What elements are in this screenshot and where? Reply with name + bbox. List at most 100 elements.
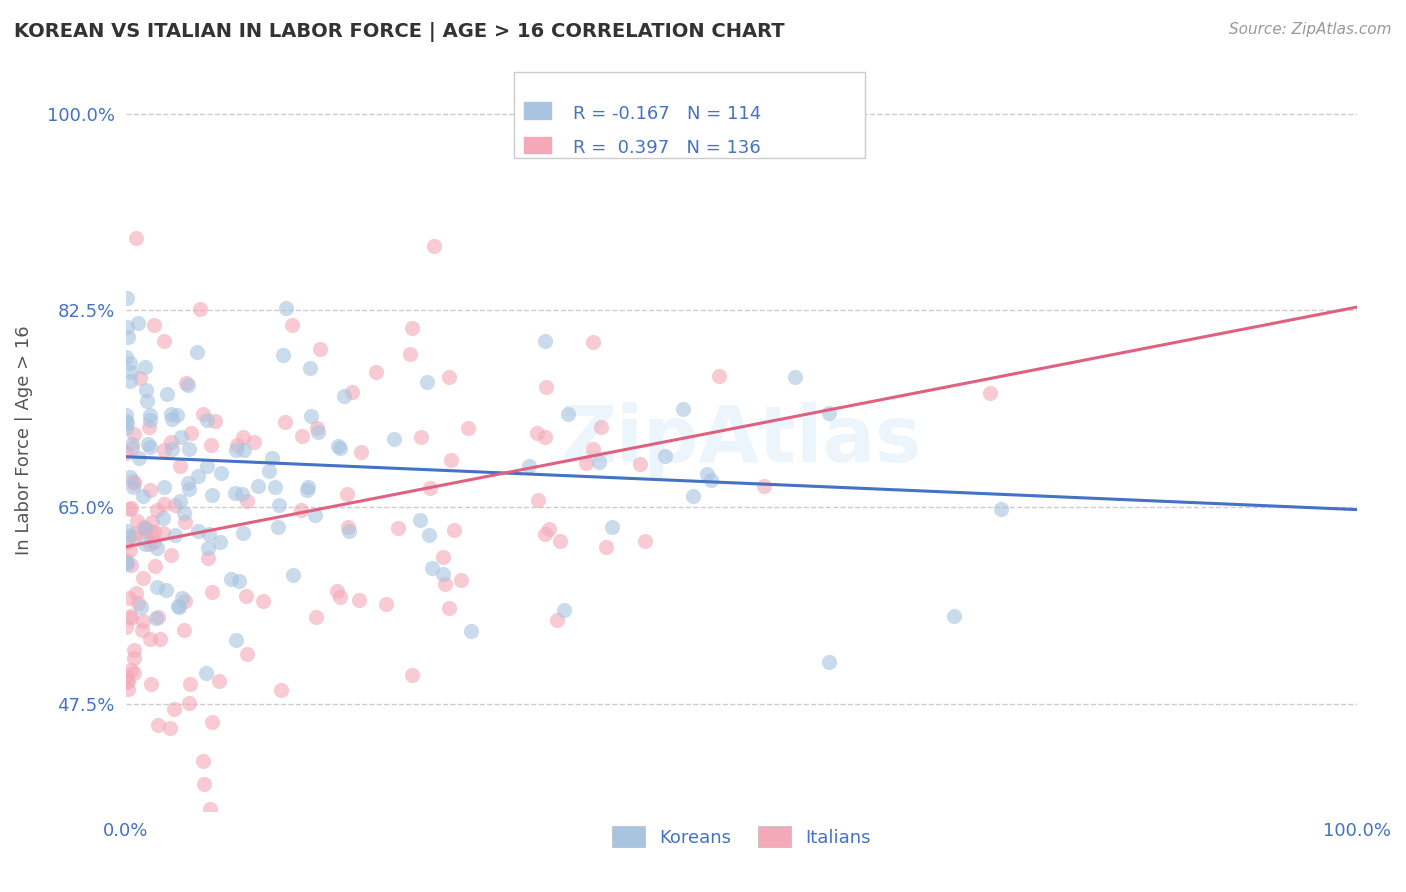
Point: [129, 370, 152, 384]
Point: [122, 475, 145, 490]
Point: [139, 537, 162, 551]
Point: [460, 624, 482, 638]
Point: [122, 650, 145, 665]
Point: [600, 520, 623, 534]
Point: [225, 443, 247, 458]
Point: [672, 401, 695, 416]
Point: [231, 487, 253, 501]
Point: [155, 583, 177, 598]
Point: [172, 591, 194, 606]
Point: [129, 599, 152, 614]
Point: [401, 321, 423, 335]
Point: [208, 534, 231, 549]
Point: [152, 526, 174, 541]
Point: [195, 413, 218, 427]
Point: [134, 521, 156, 535]
Point: [120, 364, 142, 378]
Point: [943, 609, 966, 624]
Point: [259, 464, 281, 478]
Point: [132, 489, 155, 503]
Point: [115, 421, 138, 435]
Point: [517, 458, 540, 473]
Point: [115, 555, 138, 569]
Point: [191, 407, 214, 421]
Point: [173, 624, 195, 638]
Point: [169, 458, 191, 473]
Point: [224, 486, 246, 500]
Point: [134, 524, 156, 539]
Point: [152, 443, 174, 458]
Point: [146, 503, 169, 517]
Point: [163, 702, 186, 716]
FancyBboxPatch shape: [513, 72, 865, 158]
Point: [432, 566, 454, 581]
Point: [209, 466, 232, 480]
Point: [225, 438, 247, 452]
Point: [122, 427, 145, 442]
Text: R = -0.167   N = 114: R = -0.167 N = 114: [572, 104, 761, 123]
Point: [122, 474, 145, 488]
Point: [291, 429, 314, 443]
Bar: [523, 103, 551, 119]
Point: [201, 585, 224, 599]
Point: [142, 534, 165, 549]
Point: [457, 420, 479, 434]
Point: [122, 527, 145, 541]
Point: [979, 386, 1001, 401]
Point: [270, 682, 292, 697]
Point: [131, 570, 153, 584]
Point: [115, 416, 138, 430]
Point: [232, 430, 254, 444]
Point: [228, 574, 250, 589]
Point: [423, 239, 446, 253]
Point: [401, 667, 423, 681]
Point: [120, 663, 142, 677]
Point: [179, 482, 201, 496]
Point: [595, 540, 617, 554]
Point: [146, 541, 169, 556]
Point: [591, 420, 613, 434]
Point: [152, 497, 174, 511]
Point: [537, 522, 560, 536]
Point: [548, 533, 571, 548]
Point: [818, 655, 841, 669]
Point: [117, 330, 139, 344]
Point: [146, 580, 169, 594]
Point: [197, 527, 219, 541]
Point: [134, 537, 156, 551]
Point: [159, 407, 181, 421]
Point: [204, 414, 226, 428]
Point: [179, 442, 201, 456]
Text: ZipAtlas: ZipAtlas: [561, 402, 922, 478]
Point: [135, 383, 157, 397]
Point: [122, 530, 145, 544]
Point: [138, 440, 160, 454]
Point: [326, 584, 349, 599]
Point: [707, 369, 730, 384]
Point: [281, 318, 304, 332]
Point: [153, 334, 176, 349]
Point: [235, 589, 257, 603]
Point: [336, 520, 359, 534]
Point: [582, 442, 605, 457]
Point: [115, 445, 138, 459]
Point: [197, 541, 219, 555]
Point: [121, 441, 143, 455]
Point: [298, 361, 321, 376]
Point: [439, 369, 461, 384]
Point: [276, 301, 298, 315]
Point: [534, 379, 557, 393]
Point: [336, 487, 359, 501]
Point: [120, 470, 142, 484]
Point: [526, 426, 548, 441]
Point: [817, 406, 839, 420]
Point: [118, 543, 141, 558]
Point: [131, 623, 153, 637]
Point: [699, 473, 721, 487]
Point: [174, 376, 197, 390]
Point: [281, 567, 304, 582]
Point: [138, 419, 160, 434]
Point: [232, 526, 254, 541]
Point: [115, 553, 138, 567]
Point: [115, 408, 138, 422]
